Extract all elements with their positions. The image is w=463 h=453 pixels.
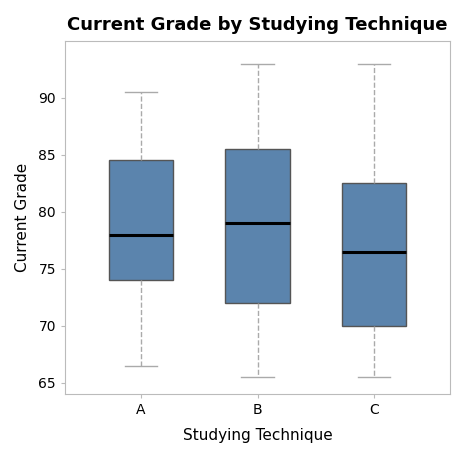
PathPatch shape	[341, 183, 406, 326]
Y-axis label: Current Grade: Current Grade	[15, 163, 30, 272]
PathPatch shape	[108, 160, 173, 280]
X-axis label: Studying Technique: Studying Technique	[182, 428, 332, 443]
Title: Current Grade by Studying Technique: Current Grade by Studying Technique	[67, 16, 447, 34]
PathPatch shape	[225, 149, 289, 303]
